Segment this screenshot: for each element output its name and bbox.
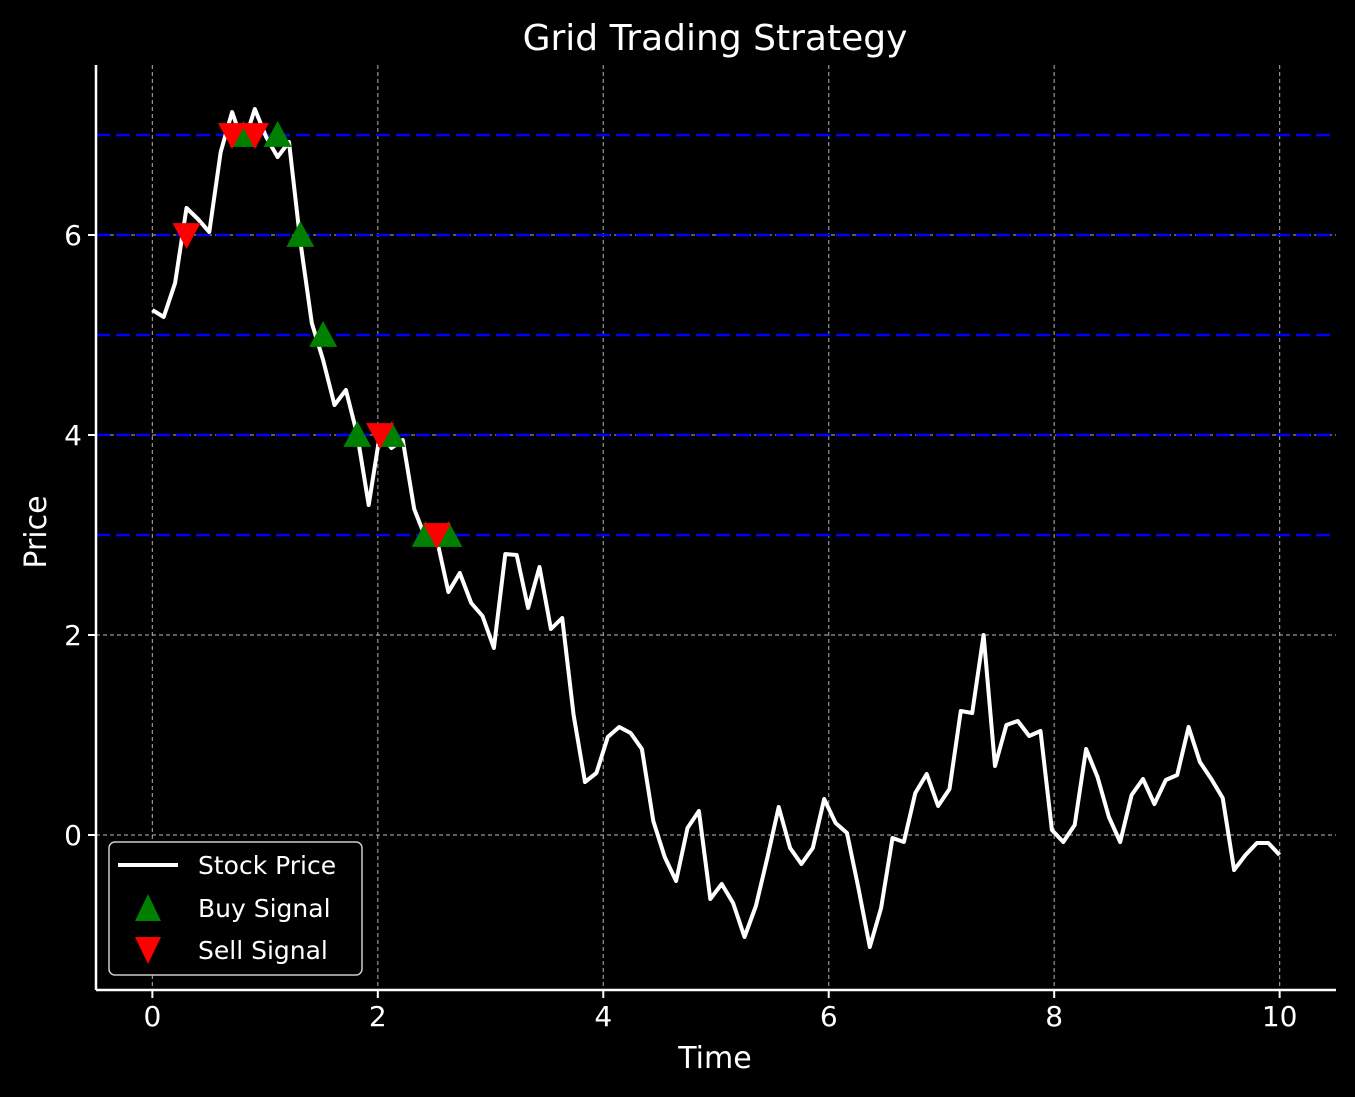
buy-signal-marker (309, 321, 338, 347)
y-axis-label: Price (19, 495, 54, 568)
legend-swatch-sell-signal (135, 937, 161, 964)
legend-label-buy-signal: Buy Signal (198, 894, 331, 923)
sell-signal-marker (366, 423, 395, 449)
x-tick-label: 4 (594, 1000, 612, 1033)
buy-signal-marker (343, 421, 372, 447)
series-line-stock-price (151, 107, 1282, 949)
x-tick-label: 0 (143, 1000, 161, 1033)
x-tick-label: 8 (1045, 1000, 1063, 1033)
x-axis-label: Time (677, 1041, 751, 1076)
y-tick-label: 0 (64, 819, 82, 852)
sell-signal-marker (218, 123, 247, 149)
x-tick-label: 2 (369, 1000, 387, 1033)
buy-signal-marker (286, 221, 315, 247)
legend-swatch-buy-signal (135, 894, 161, 921)
sell-signal-marker (172, 223, 201, 249)
ticks: 0 2 4 6 8 10 0 2 4 6 (64, 219, 1297, 1033)
y-tick-label: 2 (64, 619, 82, 652)
legend: Stock Price Buy Signal Sell Signal (108, 841, 363, 976)
sell-signal-marker (423, 523, 451, 549)
x-tick-label: 10 (1262, 1000, 1298, 1033)
chart-title: Grid Trading Strategy (523, 18, 908, 59)
sell-signal-marker (240, 123, 269, 149)
legend-label-stock-price: Stock Price (198, 851, 336, 880)
legend-label-sell-signal: Sell Signal (198, 936, 328, 965)
y-tick-label: 6 (64, 219, 82, 252)
legend-box (108, 841, 363, 976)
series-layer (151, 107, 1282, 949)
buy-signal-marker (263, 121, 292, 147)
x-tick-label: 6 (820, 1000, 838, 1033)
y-tick-label: 4 (64, 419, 82, 452)
signal-markers (172, 121, 463, 549)
